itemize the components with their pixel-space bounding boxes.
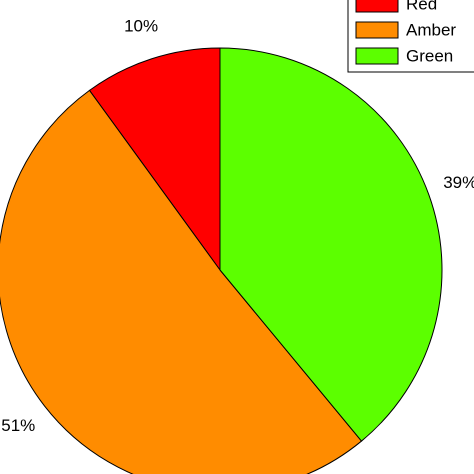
legend: Red Amber Green [347, 0, 474, 73]
slice-label: 10% [124, 17, 158, 36]
legend-swatch [355, 21, 399, 39]
legend-label: Red [406, 0, 437, 13]
legend-label: Amber [406, 20, 456, 39]
pie-slice [219, 47, 443, 442]
slice-label: 39% [443, 173, 474, 192]
pie-slice [0, 89, 363, 474]
pie-slice [88, 47, 221, 272]
legend-label: Green [406, 46, 453, 65]
legend-swatch [355, 47, 399, 65]
slice-label: 51% [1, 416, 35, 435]
legend-swatch [355, 0, 399, 13]
